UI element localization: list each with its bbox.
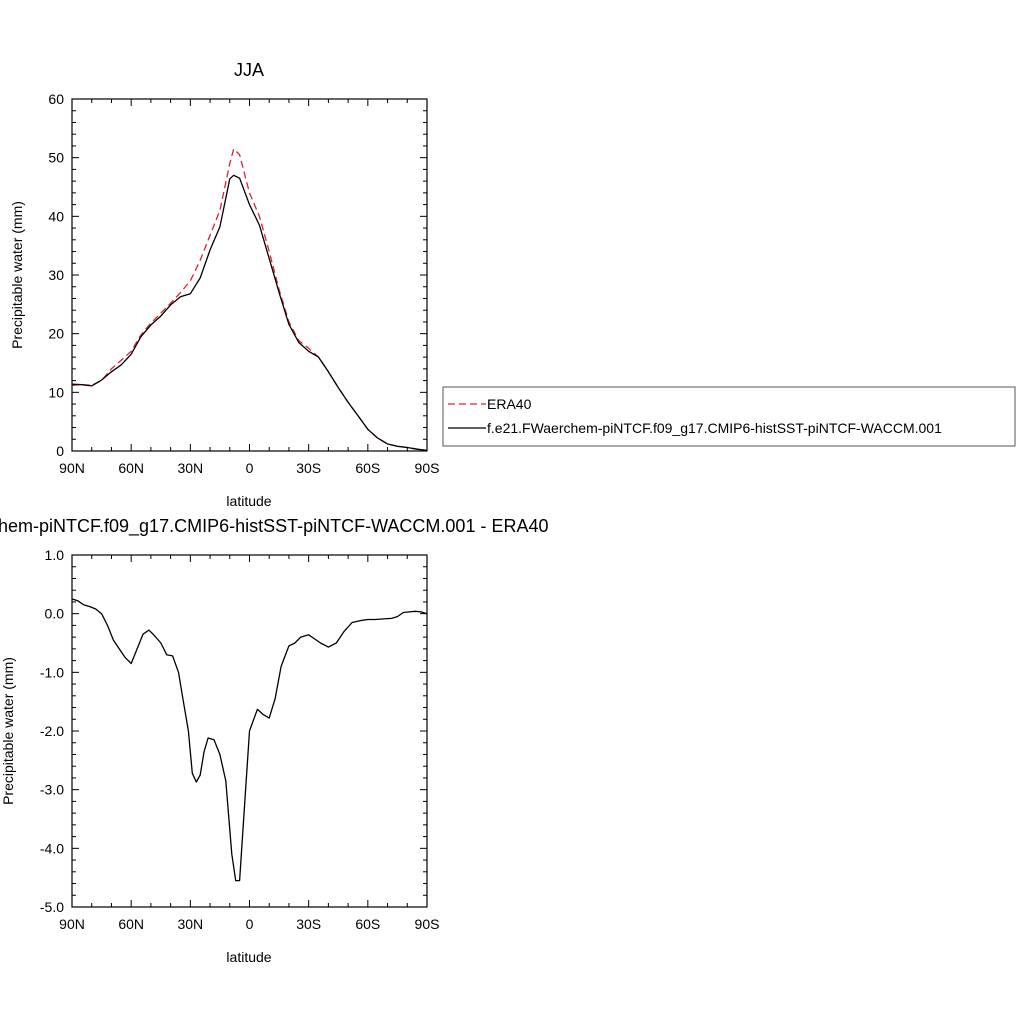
top-y-axis-label: Precipitable water (mm) xyxy=(9,201,25,349)
bottom-y-tick-label: 1.0 xyxy=(45,547,65,563)
top-x-tick-label: 90S xyxy=(415,460,440,476)
top-x-tick-label: 0 xyxy=(246,460,254,476)
top-y-tick-label: 20 xyxy=(48,326,64,342)
top-series-line-era40 xyxy=(71,148,428,452)
bottom-y-tick-label: 0.0 xyxy=(45,606,65,622)
bottom-series-line-model xyxy=(71,598,428,882)
top-y-tick-label: 10 xyxy=(48,384,64,400)
legend: ERA40 f.e21.FWaerchem-piNTCF.f09_g17.CMI… xyxy=(442,386,1016,447)
top-x-tick-label: 60N xyxy=(118,460,144,476)
bottom-x-tick-label: 90S xyxy=(415,916,440,932)
top-chart-title: JJA xyxy=(234,60,264,80)
top-series-layer xyxy=(71,148,428,452)
bottom-y-tick-label: -4.0 xyxy=(40,840,64,856)
bottom-x-tick-label: 90N xyxy=(59,916,85,932)
top-x-tick-label: 30S xyxy=(296,460,321,476)
bottom-x-tick-label: 30N xyxy=(177,916,203,932)
legend-box xyxy=(442,386,1016,447)
bottom-series-layer xyxy=(71,598,428,882)
bottom-y-tick-label: -5.0 xyxy=(40,899,64,915)
bottom-x-tick-label: 0 xyxy=(246,916,254,932)
top-y-tick-label: 30 xyxy=(48,267,64,283)
bottom-x-tick-label: 60N xyxy=(118,916,144,932)
legend-label-era40: ERA40 xyxy=(487,396,532,412)
top-panel: JJA 90N 60N 30N 0 30S 60S 90S 0 10 20 30 40 50 60 lat… xyxy=(9,60,439,509)
bottom-x-tick-label: 60S xyxy=(355,916,380,932)
bottom-chart-title: hem-piNTCF.f09_g17.CMIP6-histSST-piNTCF-… xyxy=(0,516,548,537)
top-axes: 90N 60N 30N 0 30S 60S 90S 0 10 20 30 40 50 60 xyxy=(48,91,439,476)
bottom-y-tick-label: -3.0 xyxy=(40,782,64,798)
legend-label-model: f.e21.FWaerchem-piNTCF.f09_g17.CMIP6-his… xyxy=(487,420,942,436)
top-plot-frame xyxy=(71,98,428,452)
top-series-line-model xyxy=(71,174,428,452)
top-y-tick-label: 0 xyxy=(56,443,64,459)
bottom-y-tick-label: -2.0 xyxy=(40,723,64,739)
bottom-x-axis-label: latitude xyxy=(226,949,271,965)
top-x-tick-label: 90N xyxy=(59,460,85,476)
bottom-axes: 90N 60N 30N 0 30S 60S 90S -5.0 -4.0 -3.0 -2.0 -1.0 0… xyxy=(40,547,440,932)
top-x-tick-label: 30N xyxy=(177,460,203,476)
bottom-x-tick-label: 30S xyxy=(296,916,321,932)
top-x-tick-label: 60S xyxy=(355,460,380,476)
top-y-tick-label: 60 xyxy=(48,91,64,107)
top-x-axis-label: latitude xyxy=(226,493,271,509)
bottom-y-tick-label: -1.0 xyxy=(40,664,64,680)
bottom-panel: hem-piNTCF.f09_g17.CMIP6-histSST-piNTCF-… xyxy=(0,516,548,965)
top-y-tick-label: 40 xyxy=(48,208,64,224)
top-y-tick-label: 50 xyxy=(48,150,64,166)
bottom-y-axis-label: Precipitable water (mm) xyxy=(0,657,16,805)
